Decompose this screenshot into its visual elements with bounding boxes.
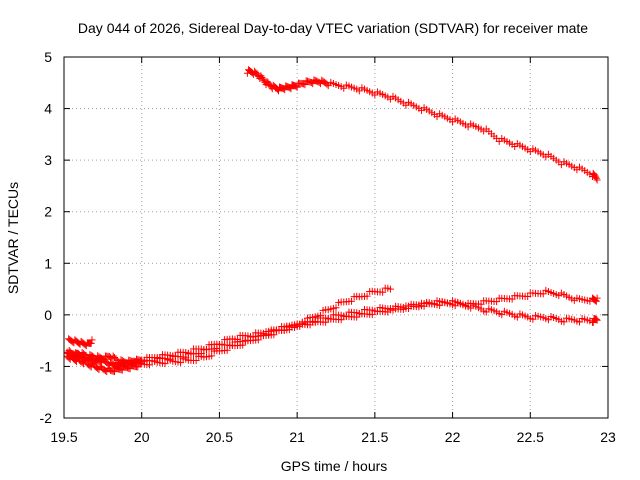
data-point (358, 310, 366, 318)
x-tick-label: 21.5 (361, 429, 388, 445)
data-point (389, 306, 397, 314)
x-tick-label: 20.5 (206, 429, 233, 445)
data-point (134, 363, 142, 371)
data-point (239, 341, 247, 349)
data-point (529, 315, 537, 323)
data-point (420, 302, 428, 310)
x-tick-label: 21 (289, 429, 305, 445)
y-tick-label: 5 (44, 49, 52, 65)
y-tick-label: 1 (44, 255, 52, 271)
plot-frame (63, 56, 609, 419)
y-tick-label: 4 (44, 101, 52, 117)
x-tick-labels: 19.5 20 20.5 21 21.5 22 22.5 23 (50, 429, 616, 445)
data-point (70, 353, 78, 361)
data-point (208, 352, 216, 360)
data-point (386, 285, 394, 293)
series-3 (63, 298, 601, 368)
data-point (112, 355, 120, 363)
data-point (311, 318, 319, 326)
data-point (249, 333, 257, 341)
data-point (342, 312, 350, 320)
data-point (192, 357, 200, 365)
data-point (171, 352, 179, 360)
data-series (63, 66, 601, 376)
data-point (524, 293, 532, 301)
data-point (493, 298, 501, 306)
data-point (405, 305, 413, 313)
data-point (327, 315, 335, 323)
data-point (88, 336, 96, 344)
data-point (287, 85, 295, 93)
data-point (539, 290, 547, 298)
data-point (140, 358, 148, 366)
data-point (223, 346, 231, 354)
y-tick-label: 2 (44, 204, 52, 220)
data-point (592, 315, 600, 323)
series-4 (65, 335, 96, 350)
data-point (260, 77, 268, 85)
data-point (592, 173, 600, 181)
x-tick-label: 19.5 (50, 429, 77, 445)
data-point (363, 292, 371, 300)
y-tick-labels: -2 -1 0 1 2 3 4 5 (40, 49, 53, 426)
data-point (156, 355, 164, 363)
y-tick-label: -2 (40, 410, 53, 426)
data-point (202, 345, 210, 353)
x-tick-label: 20 (134, 429, 150, 445)
y-axis-label: SDTVAR / TECUs (5, 182, 21, 294)
data-point (145, 361, 153, 369)
data-point (118, 366, 126, 374)
x-tick-label: 23 (600, 429, 616, 445)
series-0 (243, 66, 601, 184)
data-point (348, 297, 356, 305)
data-point (265, 330, 273, 338)
data-point (593, 176, 601, 184)
data-point (593, 294, 601, 302)
data-point (293, 83, 301, 91)
x-tick-label: 22 (445, 429, 461, 445)
data-point (592, 297, 600, 305)
data-point (87, 339, 95, 347)
x-tick-label: 22.5 (517, 429, 544, 445)
data-point (436, 301, 444, 309)
data-point (218, 340, 226, 348)
data-point (111, 368, 119, 376)
y-tick-label: 0 (44, 307, 52, 323)
data-point (234, 335, 242, 343)
data-point (323, 80, 331, 88)
data-point (100, 356, 108, 364)
data-point (379, 288, 387, 296)
data-point (280, 326, 288, 334)
data-point (589, 319, 597, 327)
data-point (576, 318, 584, 326)
data-point (296, 322, 304, 330)
data-point (332, 304, 340, 312)
chart-title: Day 044 of 2026, Sidereal Day-to-day VTE… (78, 20, 588, 36)
data-point (373, 307, 381, 315)
data-point (593, 316, 601, 324)
data-point (254, 336, 262, 344)
data-point (161, 360, 169, 368)
data-point (508, 295, 516, 303)
data-point (187, 349, 195, 357)
x-axis-label: GPS time / hours (281, 458, 388, 474)
data-point (177, 359, 185, 367)
y-tick-label: 3 (44, 152, 52, 168)
data-point (136, 356, 144, 364)
data-point (560, 318, 568, 326)
y-tick-label: -1 (40, 358, 53, 374)
